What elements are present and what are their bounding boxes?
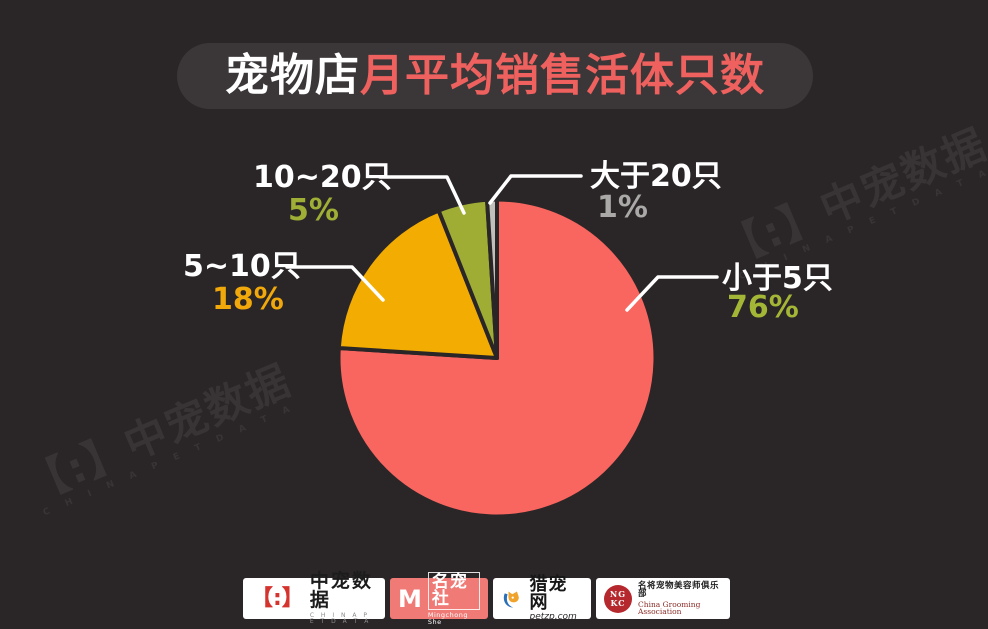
slice-pct-10-20: 5% — [288, 193, 339, 228]
leader-line-lt5 — [625, 275, 719, 312]
mingchongshe-subtitle: Mingchong She — [427, 611, 468, 626]
logo-ngkc: NG KC 名将宠物美容师俱乐部 China Grooming Associat… — [596, 578, 730, 619]
page-title: 宠物店月平均销售活体只数 — [225, 54, 765, 98]
slice-pct-5-10: 18% — [212, 282, 284, 317]
logo-mingchongshe: M 名宠社 Mingchong She — [390, 572, 488, 625]
ngkc-seal-top: NG — [609, 589, 627, 600]
slice-label-gt20: 大于20只 — [590, 159, 722, 194]
ngkc-seal-icon: NG KC — [604, 584, 632, 613]
leader-line-10-20 — [378, 175, 466, 215]
title-highlight: 月平均销售活体只数 — [360, 50, 765, 101]
slice-label-10-20: 10~20只 — [253, 160, 392, 195]
title-pill: 宠物店月平均销售活体只数 — [177, 43, 813, 109]
title-prefix: 宠物店 — [225, 50, 360, 101]
china-pet-data-subtitle: C H I N A P E T D A T A — [309, 612, 371, 625]
petzp-fox-icon — [503, 590, 519, 607]
footer-logos: 【:】 中宠数据 C H I N A P E T D A T A M 名宠社 M… — [243, 572, 730, 625]
mingchongshe-cat-m-icon: M — [398, 584, 422, 613]
ngkc-subtitle: China Grooming Association — [638, 599, 701, 616]
leader-lines — [285, 174, 719, 312]
china-pet-data-name: 中宠数据 — [309, 570, 373, 611]
pie-slice-1 — [336, 208, 499, 360]
slice-pct-lt5: 76% — [727, 290, 799, 325]
pie-slices — [336, 197, 658, 519]
petzp-subtitle: petzp.com — [529, 611, 577, 622]
petzp-name: 猎宠网 — [529, 573, 568, 613]
china-pet-data-bracket-icon: 【:】 — [251, 585, 304, 611]
mingchongshe-name: 名宠社 — [427, 572, 480, 610]
slice-label-lt5: 小于5只 — [722, 261, 833, 296]
slice-pct-gt20: 1% — [597, 190, 648, 225]
ngkc-name: 名将宠物美容师俱乐部 — [638, 580, 720, 599]
leader-line-5-10 — [285, 265, 385, 302]
leader-line-gt20 — [488, 174, 583, 205]
logo-china-pet-data: 【:】 中宠数据 C H I N A P E T D A T A — [243, 572, 385, 625]
ngkc-seal-bottom: KC — [610, 597, 626, 608]
logo-petzp: 猎宠网 petzp.com — [493, 573, 591, 622]
slice-label-5-10: 5~10只 — [183, 249, 301, 284]
